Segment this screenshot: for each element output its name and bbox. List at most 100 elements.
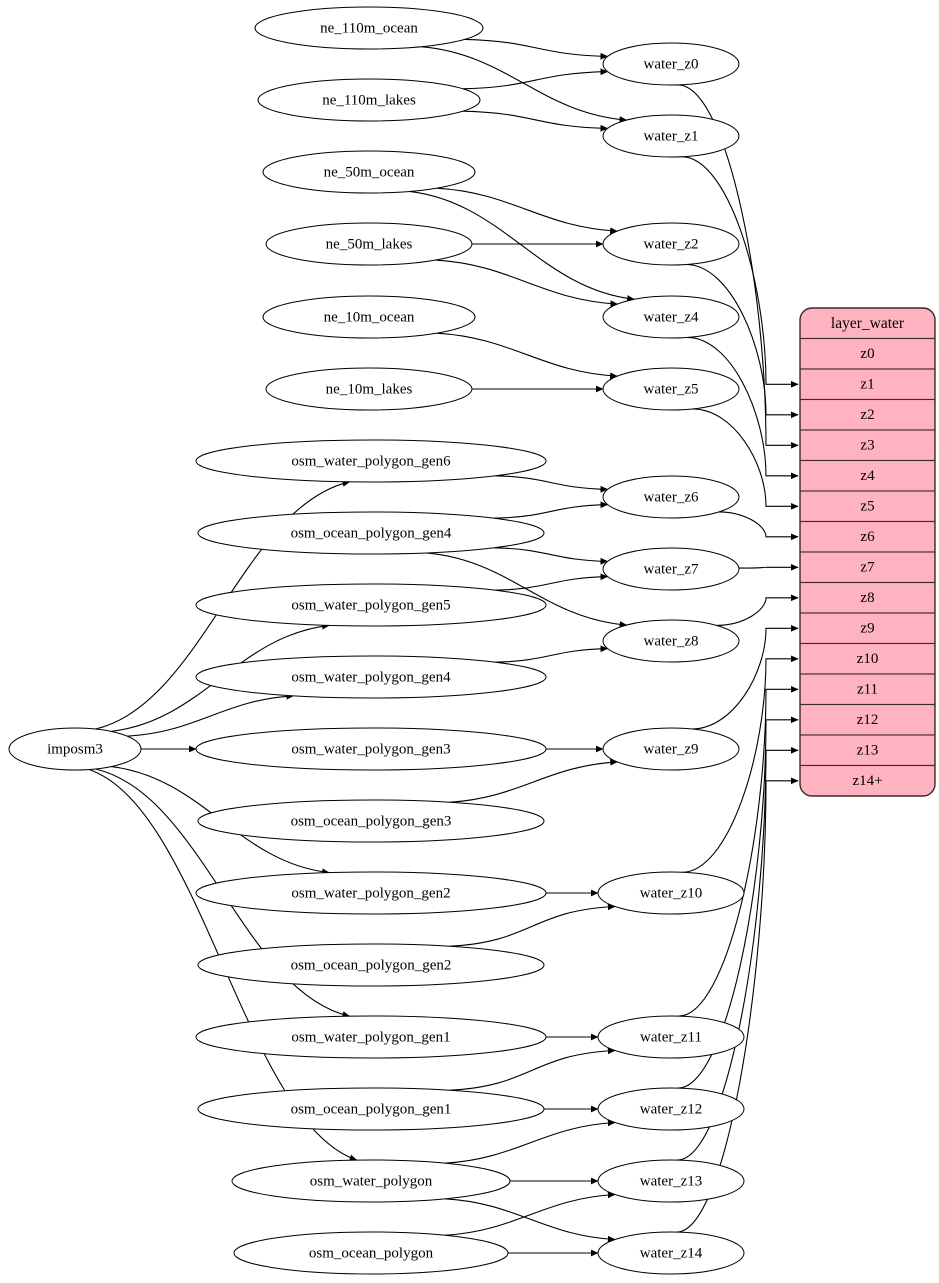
node-shape-ne_50m_lakes: [265, 222, 473, 266]
node-osm_water_polygon_gen2[interactable]: osm_water_polygon_gen2: [195, 871, 547, 915]
node-water_z2[interactable]: water_z2: [602, 222, 740, 266]
node-ne_110m_ocean[interactable]: ne_110m_ocean: [254, 6, 484, 50]
edge-osm_ocean_polygon_gen1-to-water_z11: [449, 1047, 616, 1091]
node-osm_ocean_polygon_gen1[interactable]: osm_ocean_polygon_gen1: [197, 1087, 545, 1131]
node-label-osm_water_polygon_gen2: osm_water_polygon_gen2: [291, 885, 450, 901]
node-label-water_z10: water_z10: [640, 885, 702, 901]
node-shape-ne_10m_ocean: [262, 295, 476, 339]
node-imposm3[interactable]: imposm3: [8, 727, 142, 771]
edge-osm_water_polygon_gen6-to-water_z6: [494, 475, 609, 493]
node-water_z11[interactable]: water_z11: [597, 1015, 745, 1059]
node-ne_50m_lakes[interactable]: ne_50m_lakes: [265, 222, 473, 266]
node-water_z0[interactable]: water_z0: [602, 42, 740, 86]
edge-water_z8-to-layer_water-z8: [716, 594, 799, 626]
layer-water-row-label: z14+: [852, 773, 882, 789]
edge-osm_water_polygon_gen5-to-water_z7: [494, 573, 609, 591]
node-osm_ocean_polygon_gen2[interactable]: osm_ocean_polygon_gen2: [197, 943, 545, 987]
node-shape-water_z10: [597, 871, 745, 915]
edge-water_z10-to-layer_water-z10: [682, 655, 799, 873]
layer-water-row-z7[interactable]: [800, 551, 935, 584]
layer-water-outline: [799, 307, 936, 797]
node-label-water_z9: water_z9: [644, 741, 699, 757]
node-shape-water_z6: [602, 475, 740, 519]
node-osm_water_polygon_gen1[interactable]: osm_water_polygon_gen1: [195, 1015, 547, 1059]
node-osm_water_polygon_gen6[interactable]: osm_water_polygon_gen6: [195, 439, 547, 483]
node-ne_10m_lakes[interactable]: ne_10m_lakes: [265, 367, 473, 411]
node-osm_ocean_polygon_gen4[interactable]: osm_ocean_polygon_gen4: [197, 511, 545, 555]
edge-water_z12-to-layer_water-z12: [677, 716, 799, 1089]
node-osm_water_polygon[interactable]: osm_water_polygon: [231, 1159, 511, 1203]
node-shape-osm_water_polygon_gen2: [195, 871, 547, 915]
node-label-water_z4: water_z4: [644, 309, 699, 325]
node-water_z7[interactable]: water_z7: [602, 547, 740, 591]
edge-ne_50m_ocean-to-water_z4: [409, 190, 635, 302]
node-water_z10[interactable]: water_z10: [597, 871, 745, 915]
layer-water-rows: layer_water z0 z1 z2 z3 z4 z5 z6 z7 z8 z9 z10 z11 z12…: [800, 308, 935, 796]
layer-water-row-z14+[interactable]: [800, 764, 935, 797]
node-ne_10m_ocean[interactable]: ne_10m_ocean: [262, 295, 476, 339]
layer-water-row-z0[interactable]: [800, 337, 935, 370]
node-shape-osm_water_polygon_gen3: [195, 727, 547, 771]
node-water_z1[interactable]: water_z1: [602, 114, 740, 158]
layer-water-row-label: z8: [860, 590, 874, 606]
edge-osm_ocean_polygon_gen3-to-water_z9: [449, 758, 618, 803]
node-osm_ocean_polygon_gen3[interactable]: osm_ocean_polygon_gen3: [197, 799, 545, 843]
node-label-water_z0: water_z0: [644, 56, 699, 72]
edge-ne_50m_lakes-to-water_z4: [435, 259, 619, 308]
edge-osm_ocean_polygon_gen2-to-water_z10: [449, 903, 616, 947]
node-shape-water_z11: [597, 1015, 745, 1059]
edge-water_z2-to-layer_water-z2: [686, 263, 799, 419]
edge-osm_ocean_polygon_gen4-to-water_z8: [426, 552, 628, 628]
node-water_z14[interactable]: water_z14: [597, 1231, 745, 1275]
layer-water-row-z9[interactable]: [800, 612, 935, 645]
edge-osm_water_polygon-to-water_z12: [444, 1119, 616, 1164]
edge-water_z5-to-layer_water-z5: [692, 408, 799, 510]
node-label-water_z12: water_z12: [640, 1101, 702, 1117]
node-label-osm_ocean_polygon_gen3: osm_ocean_polygon_gen3: [291, 813, 452, 829]
node-water_z12[interactable]: water_z12: [597, 1087, 745, 1131]
edge-ne_110m_lakes-to-water_z0: [462, 68, 609, 90]
edge-ne_110m_ocean-to-water_z1: [421, 46, 628, 123]
node-shape-osm_water_polygon_gen5: [195, 583, 547, 627]
node-label-water_z5: water_z5: [644, 381, 699, 397]
node-water_z5[interactable]: water_z5: [602, 367, 740, 411]
node-label-ne_50m_lakes: ne_50m_lakes: [326, 236, 413, 252]
node-label-osm_ocean_polygon_gen4: osm_ocean_polygon_gen4: [291, 525, 452, 541]
node-shape-osm_water_polygon_gen1: [195, 1015, 547, 1059]
layer-water-row-label: z13: [857, 743, 879, 759]
node-osm_water_polygon_gen4[interactable]: osm_water_polygon_gen4: [195, 655, 547, 699]
node-shape-water_z5: [602, 367, 740, 411]
edge-water_z14-to-layer_water-z14+: [676, 777, 799, 1233]
node-water_z6[interactable]: water_z6: [602, 475, 740, 519]
layer-water-header-label: layer_water: [831, 315, 905, 332]
node-label-ne_110m_lakes: ne_110m_lakes: [322, 92, 416, 108]
node-osm_water_polygon_gen5[interactable]: osm_water_polygon_gen5: [195, 583, 547, 627]
node-ne_110m_lakes[interactable]: ne_110m_lakes: [257, 78, 481, 122]
edge-osm_ocean_polygon_gen4-to-water_z7: [493, 547, 609, 565]
node-water_z4[interactable]: water_z4: [602, 295, 740, 339]
node-water_z9[interactable]: water_z9: [602, 727, 740, 771]
edge-ne_110m_lakes-to-water_z1: [462, 110, 609, 132]
layer-water-table: layer_water z0 z1 z2 z3 z4 z5 z6 z7 z8 z9 z10 z11 z12…: [799, 307, 936, 797]
layer-water-row-z3[interactable]: [800, 429, 935, 462]
layer-water-row-label: z4: [860, 468, 875, 484]
node-water_z13[interactable]: water_z13: [597, 1159, 745, 1203]
layer-water-row-label: z7: [860, 560, 875, 576]
layer-water-row-z6[interactable]: [800, 520, 935, 553]
node-osm_ocean_polygon[interactable]: osm_ocean_polygon: [233, 1231, 509, 1275]
layer-water-row-z4[interactable]: [800, 459, 935, 492]
edge-osm_water_polygon-to-water_z14: [444, 1198, 616, 1243]
node-shape-water_z8: [602, 619, 740, 663]
edge-osm_ocean_polygon_gen4-to-water_z6: [493, 501, 609, 519]
node-water_z8[interactable]: water_z8: [602, 619, 740, 663]
node-label-osm_water_polygon: osm_water_polygon: [310, 1173, 433, 1189]
node-shape-osm_ocean_polygon_gen2: [197, 943, 545, 987]
node-shape-imposm3: [8, 727, 142, 771]
node-ne_50m_ocean[interactable]: ne_50m_ocean: [262, 150, 476, 194]
node-osm_water_polygon_gen3[interactable]: osm_water_polygon_gen3: [195, 727, 547, 771]
node-label-water_z11: water_z11: [640, 1029, 702, 1045]
edge-osm_ocean_polygon-to-water_z13: [444, 1191, 616, 1236]
node-label-ne_10m_lakes: ne_10m_lakes: [326, 381, 413, 397]
edge-water_z13-to-layer_water-z13: [677, 746, 799, 1161]
